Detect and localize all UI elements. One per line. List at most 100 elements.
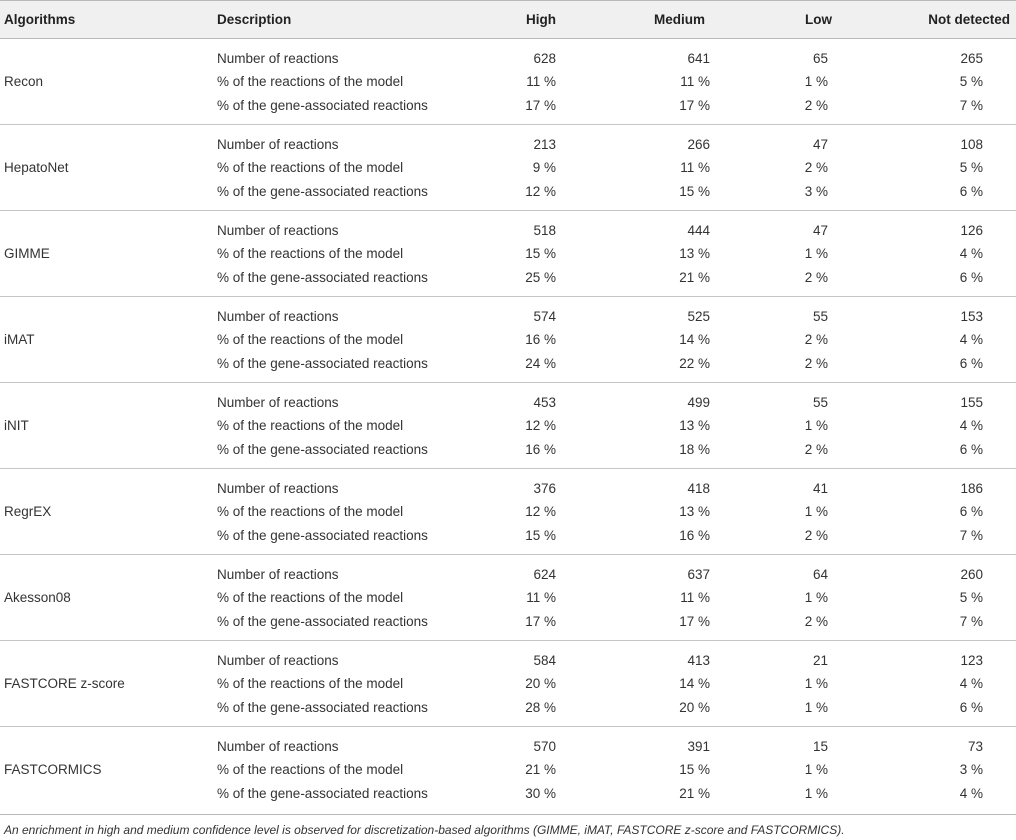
cell-description: % of the gene-associated reactions xyxy=(217,786,428,801)
cell-not-detected: 7 % xyxy=(959,614,983,629)
cell-medium: 525 xyxy=(687,309,710,324)
algorithm-name: Recon xyxy=(4,74,44,89)
cell-low: 47 xyxy=(812,223,828,238)
cell-low: 2 % xyxy=(804,98,828,113)
cell-low: 3 % xyxy=(804,184,828,199)
table-row: % of the gene-associated reactions 25 % 21… xyxy=(0,270,1016,293)
cell-high: 518 xyxy=(533,223,556,238)
table-row: % of the gene-associated reactions 17 % 17… xyxy=(0,98,1016,121)
cell-not-detected: 6 % xyxy=(959,184,983,199)
cell-low: 15 xyxy=(812,739,828,754)
cell-description: Number of reactions xyxy=(217,309,339,324)
cell-low: 64 xyxy=(812,567,828,582)
cell-description: % of the gene-associated reactions xyxy=(217,528,428,543)
cell-high: 21 % xyxy=(525,762,556,777)
cell-medium: 13 % xyxy=(679,504,710,519)
algorithm-name: FASTCORE z-score xyxy=(4,676,125,691)
cell-low: 55 xyxy=(812,309,828,324)
table-group: GIMME Number of reactions 518 444 47 126 % of … xyxy=(0,210,1016,296)
cell-not-detected: 3 % xyxy=(959,762,983,777)
cell-description: % of the reactions of the model xyxy=(217,418,404,433)
cell-not-detected: 6 % xyxy=(959,504,983,519)
cell-high: 453 xyxy=(533,395,556,410)
cell-low: 1 % xyxy=(804,504,828,519)
cell-high: 628 xyxy=(533,51,556,66)
table-row: % of the gene-associated reactions 16 % 18… xyxy=(0,442,1016,465)
cell-low: 1 % xyxy=(804,418,828,433)
cell-medium: 16 % xyxy=(679,528,710,543)
table-row: Number of reactions 584 413 21 123 xyxy=(0,653,1016,676)
cell-medium: 418 xyxy=(687,481,710,496)
cell-description: % of the reactions of the model xyxy=(217,676,404,691)
cell-high: 15 % xyxy=(525,528,556,543)
cell-description: % of the gene-associated reactions xyxy=(217,614,428,629)
cell-description: % of the reactions of the model xyxy=(217,590,404,605)
header-high: High xyxy=(526,12,556,27)
cell-medium: 22 % xyxy=(679,356,710,371)
table-row: % of the reactions of the model 12 % 13 % 1… xyxy=(0,504,1016,527)
cell-high: 24 % xyxy=(525,356,556,371)
table-group: RegrEX Number of reactions 376 418 41 186 % of… xyxy=(0,468,1016,554)
cell-description: % of the gene-associated reactions xyxy=(217,184,428,199)
cell-low: 1 % xyxy=(804,700,828,715)
cell-low: 55 xyxy=(812,395,828,410)
cell-medium: 11 % xyxy=(680,74,710,89)
algorithm-name: iNIT xyxy=(4,418,29,433)
cell-medium: 14 % xyxy=(679,676,710,691)
cell-not-detected: 260 xyxy=(960,567,983,582)
cell-medium: 413 xyxy=(687,653,710,668)
cell-description: Number of reactions xyxy=(217,653,339,668)
cell-description: Number of reactions xyxy=(217,481,339,496)
table-group: HepatoNet Number of reactions 213 266 47 108%… xyxy=(0,124,1016,210)
cell-description: Number of reactions xyxy=(217,739,339,754)
header-description: Description xyxy=(217,12,292,27)
cell-low: 2 % xyxy=(804,528,828,543)
cell-low: 1 % xyxy=(804,762,828,777)
cell-not-detected: 6 % xyxy=(959,356,983,371)
cell-not-detected: 126 xyxy=(960,223,983,238)
cell-description: % of the gene-associated reactions xyxy=(217,98,428,113)
cell-low: 41 xyxy=(812,481,828,496)
cell-not-detected: 4 % xyxy=(959,246,983,261)
cell-high: 570 xyxy=(533,739,556,754)
cell-description: % of the gene-associated reactions xyxy=(217,700,428,715)
cell-not-detected: 5 % xyxy=(959,74,983,89)
header-low: Low xyxy=(805,12,832,27)
cell-not-detected: 7 % xyxy=(959,98,983,113)
cell-not-detected: 73 xyxy=(967,739,983,754)
cell-high: 20 % xyxy=(525,676,556,691)
cell-low: 47 xyxy=(812,137,828,152)
table-row: % of the gene-associated reactions 30 % 21… xyxy=(0,786,1016,809)
table-group: Akesson08 Number of reactions 624 637 64 260%… xyxy=(0,554,1016,640)
cell-description: Number of reactions xyxy=(217,395,339,410)
table-row: % of the gene-associated reactions 24 % 22… xyxy=(0,356,1016,379)
algorithm-name: FASTCORMICS xyxy=(4,762,102,777)
cell-medium: 21 % xyxy=(679,270,710,285)
table-group: iMAT Number of reactions 574 525 55 153 % of t… xyxy=(0,296,1016,382)
cell-not-detected: 153 xyxy=(960,309,983,324)
table-bottom-rule xyxy=(0,814,1016,815)
algorithm-name: RegrEX xyxy=(4,504,52,519)
table-group: FASTCORE z-score Number of reactions 584 41… xyxy=(0,640,1016,726)
table-header: Algorithms Description High Medium Low N… xyxy=(0,0,1016,38)
cell-high: 16 % xyxy=(525,442,556,457)
cell-medium: 17 % xyxy=(679,614,710,629)
table-row: % of the gene-associated reactions 15 % 16… xyxy=(0,528,1016,551)
table-group: FASTCORMICS Number of reactions 570 391 15 73… xyxy=(0,726,1016,812)
cell-high: 624 xyxy=(533,567,556,582)
cell-low: 2 % xyxy=(804,270,828,285)
table-row: % of the reactions of the model 21 % 15 % 1… xyxy=(0,762,1016,785)
cell-low: 1 % xyxy=(804,246,828,261)
table-row: % of the reactions of the model 11 % 11 % 1… xyxy=(0,74,1016,97)
cell-high: 11 % xyxy=(526,590,556,605)
cell-high: 11 % xyxy=(526,74,556,89)
table-row: Number of reactions 213 266 47 108 xyxy=(0,137,1016,160)
table-row: Number of reactions 574 525 55 153 xyxy=(0,309,1016,332)
cell-description: % of the reactions of the model xyxy=(217,504,404,519)
cell-low: 21 xyxy=(812,653,828,668)
cell-medium: 20 % xyxy=(679,700,710,715)
table-row: % of the reactions of the model 16 % 14 % 2… xyxy=(0,332,1016,355)
cell-description: % of the gene-associated reactions xyxy=(217,442,428,457)
table-row: % of the gene-associated reactions 12 % 15… xyxy=(0,184,1016,207)
cell-not-detected: 6 % xyxy=(959,700,983,715)
